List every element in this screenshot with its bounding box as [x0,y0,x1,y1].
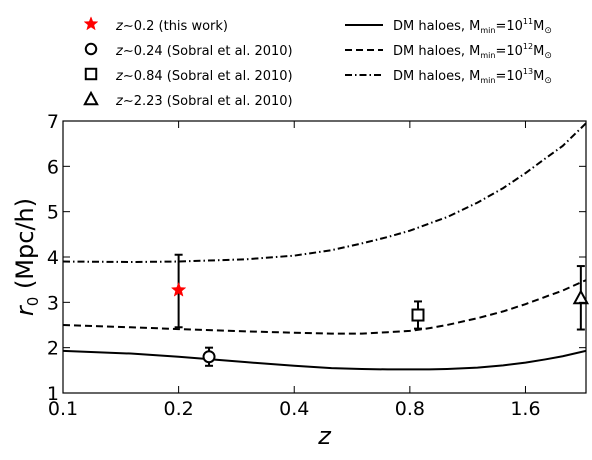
x-axis-title: z [317,422,332,450]
data-point-3 [411,308,425,322]
legend-label-4: z∼2.23 (Sobral et al. 2010) [115,94,293,109]
y-tick-label-4: 4 [47,247,59,269]
legend-label-1: z∼0.2 (this work) [115,19,228,34]
y-tick-label-3: 3 [47,292,59,314]
y-tick-label-5: 5 [47,202,59,224]
x-tick-label-0: 0.1 [48,398,78,420]
y-tick-label-1: 1 [47,383,59,405]
legend-marker-3 [84,67,98,81]
plot-area [63,122,590,371]
x-tick-label-2: 0.4 [279,398,309,420]
data-point-1 [170,281,187,297]
x-tick-label-3: 0.8 [395,398,425,420]
y-tick-label-6: 6 [47,156,59,178]
legend-line-label-2: DM haloes, Mmin=1012M⊙ [393,42,552,61]
legend-line-label-3: DM haloes, Mmin=1013M⊙ [393,67,552,86]
model-line-3 [63,122,586,263]
legend-marker-4 [83,90,99,106]
legend: z∼0.2 (this work) z∼0.24 (Sobral et al. 2… [83,16,552,109]
axes: 1 2 3 4 5 6 7 0.1 0.2 0.4 0.8 1.6 z r0 (Mpc/h) [11,111,587,450]
legend-label-2: z∼0.24 (Sobral et al. 2010) [115,44,293,59]
plot-frame [62,120,587,394]
y-tick-label-7: 7 [47,111,59,133]
data-point-2 [202,350,216,364]
legend-marker-1 [83,16,99,31]
x-tick-label-1: 0.2 [164,398,194,420]
model-line-2 [63,279,586,335]
legend-label-3: z∼0.84 (Sobral et al. 2010) [115,69,293,84]
y-tick-label-2: 2 [47,338,59,360]
x-tick-label-4: 1.6 [510,398,540,420]
data-point-4 [572,289,590,305]
legend-marker-2 [84,42,98,56]
y-axis-title: r0 (Mpc/h) [11,198,42,316]
legend-line-label-1: DM haloes, Mmin=1011M⊙ [393,17,552,36]
model-line-1 [63,349,586,371]
